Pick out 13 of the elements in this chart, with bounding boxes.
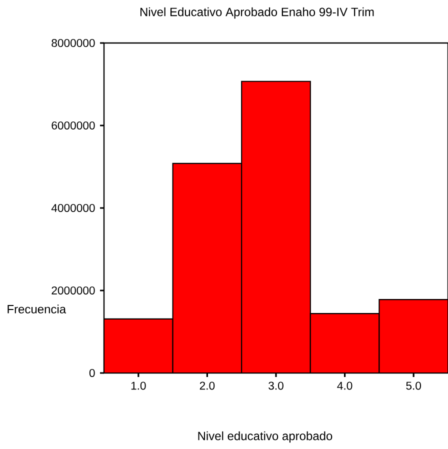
y-tick-label: 2000000 [52, 286, 95, 294]
x-tick-label: 5.0 [406, 382, 422, 390]
y-tick-label: 0 [89, 368, 95, 377]
x-tick-label: 1.0 [131, 382, 146, 390]
x-axis-title: Nivel educativo aprobado [198, 431, 332, 443]
x-tick-label: 3.0 [268, 382, 284, 390]
x-tick-label: 2.0 [200, 382, 215, 390]
y-axis-title: Frecuencia [8, 304, 66, 314]
y-tick-label: 8000000 [52, 38, 95, 48]
chart-title: Nivel Educativo Aprobado Enaho 99-IV Trim [140, 7, 374, 19]
y-tick-label: 4000000 [51, 204, 95, 212]
y-tick-label: 6000000 [52, 121, 95, 130]
x-tick-label: 4.0 [337, 382, 352, 390]
